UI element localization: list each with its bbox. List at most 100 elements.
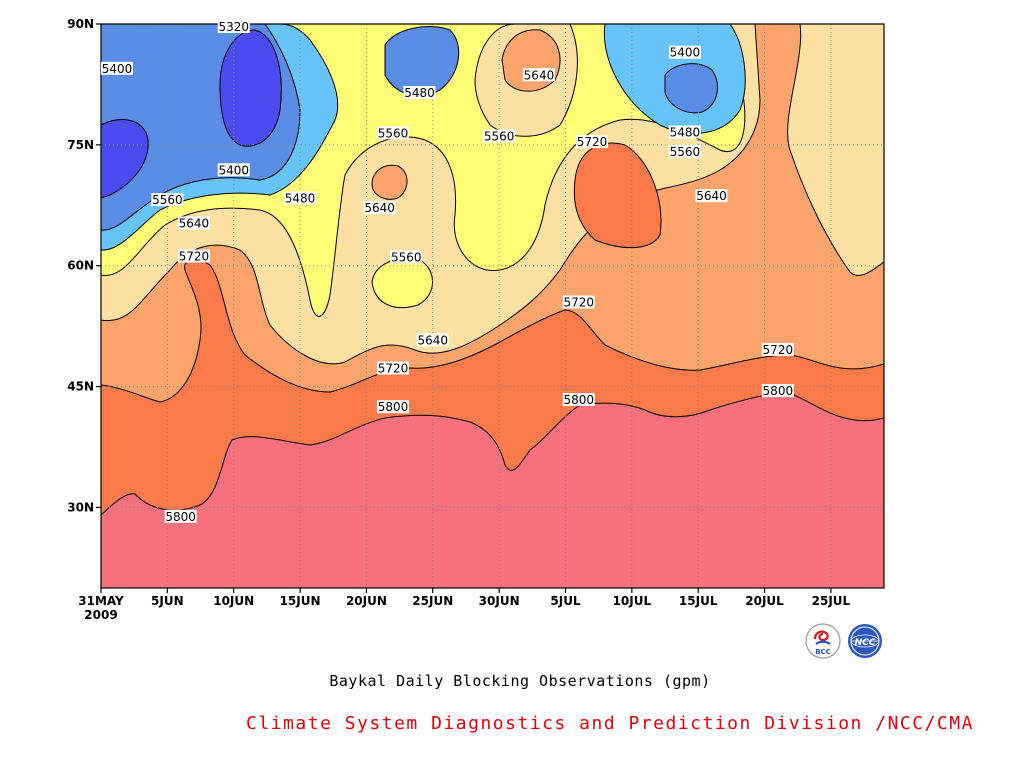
contour-label-text: 5560 bbox=[484, 129, 515, 143]
chart-title: Baykal Daily Blocking Observations (gpm) bbox=[329, 672, 711, 690]
x-tick-sublabel: 2009 bbox=[84, 608, 117, 622]
contour-label-text: 5480 bbox=[404, 86, 435, 100]
contour-label: 5720 bbox=[562, 295, 595, 309]
contour-labels: 5320 5400 5480 5640 5400 5560 5560 5720 5480 5560… bbox=[101, 20, 794, 524]
contour-label: 5720 bbox=[576, 135, 609, 149]
contour-label: 5560 bbox=[376, 126, 409, 140]
contour-label-box bbox=[668, 45, 701, 59]
contour-label-box bbox=[403, 85, 436, 99]
x-tick-label: 25JUL bbox=[812, 594, 851, 608]
contour-label: 5320 bbox=[217, 20, 250, 34]
contour-label-text: 5800 bbox=[563, 393, 594, 407]
y-tick-label: 75N bbox=[67, 138, 94, 152]
contour-fills bbox=[101, 24, 884, 588]
contour-label-text: 5640 bbox=[418, 333, 449, 347]
x-tick-label: 10JUN bbox=[213, 594, 254, 608]
ncc-logo-text: NCC bbox=[855, 638, 876, 648]
contour-label: 5560 bbox=[668, 144, 701, 159]
fill-5560-5640-right bbox=[787, 24, 884, 276]
x-tick-label: 20JUL bbox=[745, 594, 784, 608]
contour-label-box bbox=[177, 216, 210, 230]
contour-label-box bbox=[483, 129, 516, 143]
contour-label: 5560 bbox=[483, 129, 516, 143]
contour-label-text: 5560 bbox=[670, 145, 701, 159]
contour-label: 5640 bbox=[177, 216, 210, 231]
contour-label-box bbox=[562, 392, 595, 406]
contour-label: 5720 bbox=[376, 361, 409, 376]
bcc-logo-icon: BCC bbox=[805, 623, 841, 659]
contour-label: 5560 bbox=[390, 250, 423, 264]
contour-label-box bbox=[562, 295, 595, 309]
contour-label: 5560 bbox=[151, 193, 184, 207]
x-tick-label: 5JUL bbox=[550, 594, 581, 608]
contour-label-text: 5800 bbox=[165, 510, 196, 524]
x-tick-label: 5JUN bbox=[151, 594, 184, 608]
contour-label: 5400 bbox=[101, 61, 133, 76]
contour-label: 5800 bbox=[376, 400, 409, 414]
x-tick-label: 15JUN bbox=[280, 594, 321, 608]
x-tick-label: 10JUL bbox=[613, 594, 652, 608]
contour-label: 5640 bbox=[416, 333, 449, 347]
contour-label: 5720 bbox=[761, 343, 794, 357]
contour-label-text: 5640 bbox=[524, 68, 555, 82]
contour-label: 5400 bbox=[668, 45, 701, 60]
contour-label-text: 5720 bbox=[577, 135, 608, 149]
contour-label-box bbox=[177, 249, 210, 263]
y-axis: 30N 45N 60N 75N 90N bbox=[67, 17, 101, 514]
contour-label-box bbox=[416, 333, 449, 347]
contour-label-box bbox=[217, 20, 250, 33]
contour-label-box bbox=[576, 135, 609, 149]
plot-frame bbox=[100, 23, 885, 589]
contour-label-box bbox=[376, 361, 409, 375]
contour-label: 5800 bbox=[562, 392, 595, 407]
contour-label: 5640 bbox=[695, 189, 728, 203]
y-tick-label: 60N bbox=[67, 259, 94, 273]
contour-label-text: 5800 bbox=[378, 400, 409, 414]
contour-label-box bbox=[761, 384, 794, 398]
contour-label-text: 5720 bbox=[378, 362, 409, 376]
contour-label-text: 5480 bbox=[670, 125, 701, 139]
fill-5640-cell-small bbox=[371, 164, 408, 200]
contour-label-text: 5640 bbox=[364, 201, 395, 215]
credit-text: Climate System Diagnostics and Predictio… bbox=[246, 713, 974, 734]
contour-label-text: 5640 bbox=[179, 217, 210, 231]
contour-label-text: 5640 bbox=[696, 189, 727, 203]
contour-label-box bbox=[390, 250, 423, 264]
contour-label: 5800 bbox=[164, 509, 197, 524]
contour-label-text: 5560 bbox=[378, 126, 409, 140]
x-tick-label: 15JUL bbox=[679, 594, 718, 608]
fill-below-5320-top bbox=[219, 29, 282, 147]
bcc-logo-text: BCC bbox=[815, 648, 831, 656]
y-tick-label: 90N bbox=[67, 17, 94, 31]
contour-label: 5480 bbox=[668, 125, 701, 139]
contour-label-box bbox=[164, 509, 197, 523]
contour-label-text: 5400 bbox=[102, 62, 133, 76]
x-tick-label: 31MAY bbox=[78, 594, 124, 608]
contour-label-text: 5560 bbox=[391, 250, 422, 264]
contour-label: 5480 bbox=[403, 85, 436, 100]
contour-label: 5640 bbox=[522, 68, 555, 82]
fill-above-5800 bbox=[101, 391, 884, 588]
contour-label-text: 5720 bbox=[763, 343, 794, 357]
contour-label-box bbox=[695, 189, 728, 203]
contour-label-box bbox=[761, 343, 794, 357]
contour-label-text: 5400 bbox=[670, 46, 701, 60]
contour-label-box bbox=[101, 61, 133, 75]
contour-label: 5480 bbox=[284, 191, 317, 206]
x-tick-label: 25JUN bbox=[412, 594, 453, 608]
contour-label-box bbox=[668, 125, 701, 139]
x-tick-label: 20JUN bbox=[346, 594, 387, 608]
contour-label-text: 5320 bbox=[218, 20, 249, 34]
contour-label: 5720 bbox=[177, 249, 210, 264]
x-tick-label: 30JUN bbox=[479, 594, 520, 608]
plot-grid bbox=[101, 24, 884, 588]
y-tick-label: 45N bbox=[67, 380, 94, 394]
contour-label-box bbox=[376, 126, 409, 140]
contour-label-box bbox=[284, 191, 317, 205]
y-tick-label: 30N bbox=[67, 500, 94, 514]
fill-5320-5400-right bbox=[664, 63, 718, 114]
contour-label-box bbox=[376, 400, 409, 414]
contour-label-text: 5400 bbox=[218, 163, 249, 177]
